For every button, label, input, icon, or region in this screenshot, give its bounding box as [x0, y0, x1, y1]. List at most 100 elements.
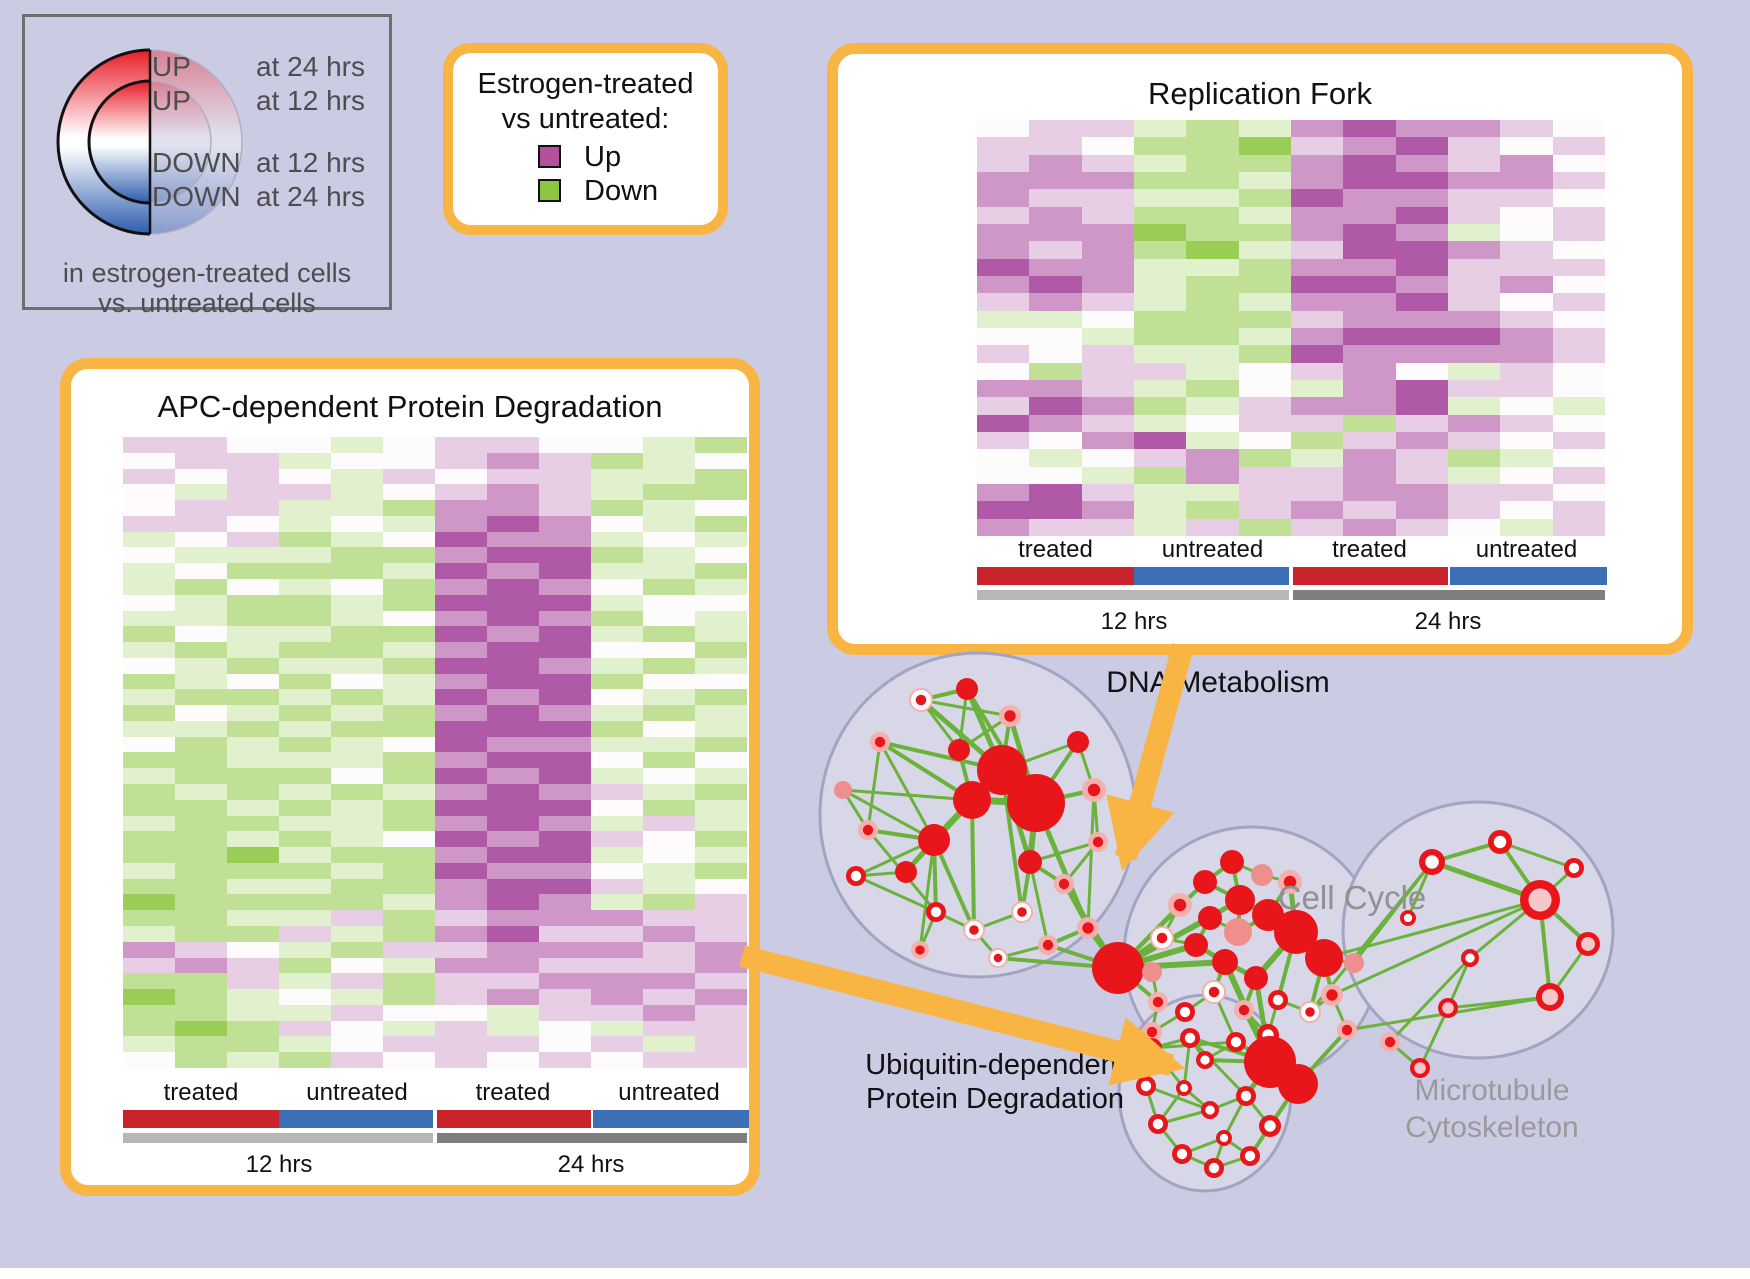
heatmap-cell [331, 799, 383, 816]
estrogen-legend-title-line1: Estrogen-treated [477, 68, 694, 100]
heatmap-cell [1447, 224, 1501, 242]
heatmap-cell [1133, 397, 1187, 415]
heatmap-cell [227, 610, 279, 627]
heatmap-cell [977, 189, 1030, 207]
network-node [895, 861, 917, 883]
heatmap-cell [1343, 345, 1396, 363]
heatmap-cell [1186, 397, 1239, 415]
heatmap-cell [487, 531, 539, 548]
heatmap-cell [539, 815, 591, 832]
heatmap-cell [1447, 380, 1501, 398]
heatmap-cell [487, 500, 539, 516]
heatmap-cell [591, 468, 643, 485]
heatmap-cell [383, 452, 435, 469]
heatmap-cell [695, 799, 747, 816]
heatmap-cell [331, 689, 383, 706]
heatmap-cell [1238, 466, 1291, 484]
heatmap-cell [977, 328, 1030, 346]
network-node [1344, 953, 1364, 973]
heatmap-cell [123, 705, 175, 721]
heatmap-cell [643, 1052, 695, 1068]
heatmap-cell [487, 957, 539, 974]
heatmap-cell [435, 1020, 487, 1037]
heatmap-cell [1186, 414, 1239, 432]
heatmap-cell [331, 563, 383, 579]
heatmap-cell [591, 594, 643, 611]
heatmap-cell [695, 894, 747, 911]
heatmap-cell [123, 673, 175, 690]
heatmap-cell [383, 926, 435, 942]
heatmap-cell [695, 768, 747, 785]
heatmap-cell [1186, 293, 1239, 311]
heatmap-cell [591, 484, 643, 501]
up-color-swatch [538, 145, 561, 168]
heatmap-cell [227, 1052, 279, 1068]
heatmap-cell [1238, 276, 1291, 294]
heatmap-cell [977, 258, 1030, 276]
heatmap-cell [331, 437, 383, 453]
heatmap-cell [1552, 120, 1605, 138]
heatmap-cell [279, 720, 331, 737]
heatmap-cell [1186, 172, 1239, 190]
network-node [918, 824, 950, 856]
network-node-core [969, 925, 979, 935]
heatmap-cell [1500, 120, 1553, 138]
cluster-label: Ubiquitin-dependent Protein Degradation [820, 1048, 1170, 1116]
heatmap-cell [1552, 466, 1605, 484]
heatmap-cell [487, 563, 539, 579]
heatmap-cell [123, 1020, 175, 1037]
heatmap-cell [1290, 206, 1344, 224]
heatmap-cell [279, 1020, 331, 1037]
heatmap-cell [331, 957, 383, 974]
heatmap-cell [695, 926, 747, 942]
heatmap-cell [539, 500, 591, 516]
heatmap-cell [383, 831, 435, 848]
heatmap-cell [1290, 137, 1344, 155]
heatmap-cell [1395, 258, 1448, 276]
heatmap-cell [1552, 137, 1605, 155]
heatmap-cell [643, 578, 695, 595]
heatmap-cell [1500, 189, 1553, 207]
heatmap-cell [123, 563, 175, 579]
heatmap-cell [1343, 224, 1396, 242]
heatmap-cell [1343, 189, 1396, 207]
heatmap-cell [1343, 466, 1396, 484]
heatmap-cell [695, 610, 747, 627]
heatmap-cell [1395, 484, 1448, 502]
heatmap-cell [227, 910, 279, 927]
heatmap-cell [227, 973, 279, 990]
heatmap-cell [487, 815, 539, 832]
heatmap-cell [279, 484, 331, 501]
heatmap-cell [1290, 397, 1344, 415]
heatmap-cell [1238, 206, 1291, 224]
heatmap-cell [591, 626, 643, 643]
heatmap-cell [539, 563, 591, 579]
heatmap-cell [123, 957, 175, 974]
heatmap-cell [175, 484, 227, 501]
heatmap-cell [487, 437, 539, 453]
heatmap-cell [1133, 258, 1187, 276]
heatmap-cell [1395, 276, 1448, 294]
heatmap-cell [1081, 137, 1134, 155]
time-group-label: 24 hrs [1414, 608, 1482, 635]
heatmap-cell [695, 500, 747, 516]
heatmap-cell [279, 705, 331, 721]
condition-color-bar [1293, 567, 1448, 585]
heatmap-cell [539, 720, 591, 737]
heatmap-cell [435, 578, 487, 595]
heatmap-cell [591, 862, 643, 879]
heatmap-cell [383, 1052, 435, 1068]
heatmap-cell [331, 752, 383, 769]
heatmap-cell [1081, 120, 1134, 138]
heatmap-cell [1186, 432, 1239, 450]
heatmap-cell [487, 452, 539, 469]
heatmap-cell [383, 941, 435, 958]
heatmap-cell [175, 515, 227, 532]
ring-direction-label: UP [152, 85, 191, 116]
estrogen-legend-item-label: Up [584, 141, 622, 173]
heatmap-cell [279, 910, 331, 927]
heatmap-cell [539, 1036, 591, 1053]
ring-legend-footer-line2: vs. untreated cells [98, 288, 316, 318]
heatmap-cell [383, 799, 435, 816]
heatmap-cell [591, 657, 643, 674]
